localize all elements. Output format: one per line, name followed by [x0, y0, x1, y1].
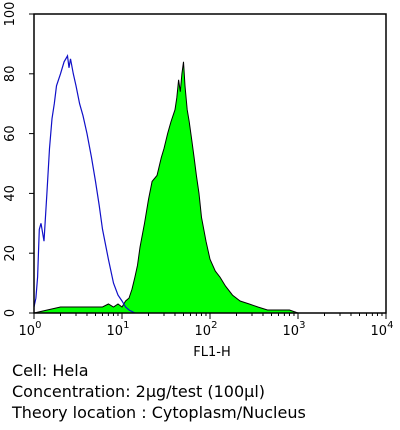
x-axis-title: FL1-H: [193, 345, 230, 360]
caption-cell-line: Cell: Hela: [12, 361, 89, 380]
y-tick-label: 20: [3, 245, 18, 262]
y-tick-label: 40: [3, 185, 18, 202]
caption-theory-location: Theory location : Cytoplasm/Nucleus: [12, 403, 306, 422]
y-tick-label: 100: [3, 2, 18, 27]
flow-histogram-chart: 0 20 40 60 80 100 100 101 102 103 104 FL1-H: [3, 2, 394, 360]
histogram-filled-series: [33, 61, 386, 314]
y-tick-label: 60: [3, 125, 18, 142]
x-tick-label: 100: [19, 320, 42, 339]
sample-caption: Cell: Hela Concentration: 2μg/test (100μ…: [12, 360, 306, 423]
x-tick-label: 101: [107, 320, 130, 339]
x-tick-label: 102: [195, 320, 218, 339]
y-tick-label: 0: [3, 309, 18, 317]
histogram-control-series: [33, 54, 136, 314]
x-tick-label: 103: [283, 320, 306, 339]
x-tick-label: 104: [371, 320, 394, 339]
caption-concentration: Concentration: 2μg/test (100μl): [12, 382, 266, 401]
y-tick-label: 80: [3, 66, 18, 83]
